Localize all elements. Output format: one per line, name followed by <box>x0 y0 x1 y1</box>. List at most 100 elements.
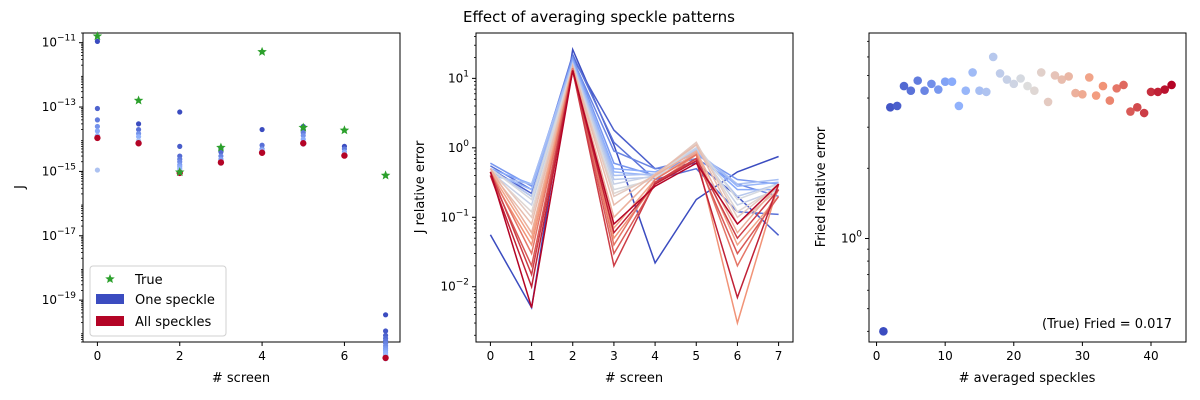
relative-error-line <box>490 60 779 185</box>
speckle-estimate-point <box>94 123 101 130</box>
fried-error-point <box>899 81 909 91</box>
fried-error-point <box>1050 71 1060 80</box>
fried-error-point <box>934 85 943 94</box>
fried-error-point <box>940 77 950 86</box>
x-tick-label: 0 <box>873 349 881 363</box>
fried-error-point <box>1105 96 1115 105</box>
all-speckles-point <box>94 134 101 142</box>
j-values-y-ticks: 10−11 10−13 10−15 10−17 10−19 <box>42 32 83 343</box>
y-tick-label: 100 <box>841 229 862 245</box>
x-tick-label: 40 <box>1143 349 1158 363</box>
speckle-estimate-point <box>259 142 265 148</box>
speckle-estimate-point <box>135 126 142 133</box>
relative-error-line <box>490 55 779 188</box>
fried-error-point <box>954 101 964 111</box>
j-relative-error-plot-area <box>475 32 794 343</box>
fried-error-point <box>947 77 957 86</box>
speckle-estimate-point <box>259 126 265 133</box>
all-speckles-point <box>217 159 225 166</box>
j-relative-error-x-ticks: 0 1 2 3 4 5 6 7 <box>487 342 782 363</box>
all-speckles-point <box>135 140 142 147</box>
j-relative-error-x-axis-label: # screen <box>605 371 663 386</box>
legend-patch-all-speckles <box>96 316 124 326</box>
true-value-star <box>92 31 103 41</box>
y-tick-label: 10−19 <box>42 291 77 307</box>
j-values-marks <box>92 31 391 362</box>
all-speckles-point <box>258 149 266 156</box>
relative-error-line <box>489 63 780 219</box>
j-values-y-axis-label: J <box>13 185 28 190</box>
true-value-star <box>257 46 267 56</box>
fried-error-point <box>1084 73 1094 82</box>
fried-error-point <box>982 87 991 97</box>
relative-error-line <box>489 61 779 198</box>
fried-error-point <box>920 86 929 96</box>
speckle-estimate-point <box>382 312 389 318</box>
x-tick-label: 0 <box>487 349 495 363</box>
fried-error-point <box>975 86 984 96</box>
fried-error-point <box>1098 81 1108 91</box>
relative-error-line <box>489 68 780 268</box>
fried-error-point <box>1160 85 1170 94</box>
legend-entry-all-speckles: All speckles <box>96 315 212 330</box>
relative-error-line <box>489 65 780 235</box>
true-value-star <box>380 170 391 180</box>
all-speckles-point <box>382 354 389 362</box>
fried-error-point <box>885 103 895 112</box>
j-relative-error-y-ticks: 101 100 10−1 10−2 <box>440 36 476 336</box>
x-tick-label: 3 <box>610 349 618 363</box>
all-speckles-point <box>341 152 348 159</box>
legend-patch-one-speckle <box>96 294 124 304</box>
speckle-estimate-point <box>94 128 101 134</box>
relative-error-line <box>489 63 780 226</box>
speckle-estimate-point <box>300 132 306 139</box>
relative-error-line <box>489 70 780 300</box>
legend-label-all-speckles: All speckles <box>135 315 212 330</box>
x-tick-label: 2 <box>569 349 577 363</box>
x-tick-label: 6 <box>341 349 349 363</box>
speckle-estimate-point <box>135 134 142 140</box>
figure-title: Effect of averaging speckle patterns <box>463 8 735 26</box>
fried-error-point <box>1071 88 1080 98</box>
fried-error-point <box>995 69 1005 78</box>
j-relative-error-panel: 0 1 2 3 4 5 6 7 101 100 10−1 10−2 # screen J relat… <box>413 32 794 386</box>
speckle-estimate-point <box>94 117 101 123</box>
fried-error-marks <box>879 52 1176 336</box>
fried-error-point <box>988 52 998 62</box>
true-value-star <box>133 95 144 105</box>
j-values-legend: True One speckle All speckles <box>89 265 227 337</box>
fried-error-point <box>1139 108 1149 118</box>
fried-error-point <box>1112 84 1121 93</box>
fried-error-x-axis-label: # averaged speckles <box>959 371 1096 386</box>
j-relative-error-y-axis-label: J relative error <box>413 140 428 234</box>
true-value-star <box>174 167 185 177</box>
j-values-plot-area <box>82 32 401 343</box>
speckle-estimate-point <box>135 121 142 127</box>
j-values-x-axis-label: # screen <box>212 371 270 386</box>
fried-error-point <box>1167 80 1176 90</box>
fried-error-point <box>1126 107 1135 116</box>
relative-error-line <box>489 70 780 278</box>
fried-error-point <box>879 327 888 336</box>
relative-error-line <box>489 70 780 269</box>
y-tick-label: 10−17 <box>42 227 76 243</box>
all-speckles-point <box>300 140 307 147</box>
y-tick-label: 100 <box>448 139 469 155</box>
legend-entry-true: True <box>105 273 163 288</box>
relative-error-line <box>489 70 780 308</box>
fried-error-point <box>1030 86 1039 96</box>
fried-error-x-ticks: 0 10 20 30 40 <box>873 342 1159 363</box>
fried-error-plot-area <box>868 32 1187 343</box>
y-tick-label: 10−11 <box>42 34 76 50</box>
fried-error-point <box>961 86 971 96</box>
speckle-estimate-point <box>94 167 101 173</box>
x-tick-label: 4 <box>651 349 659 363</box>
true-value-star <box>298 122 309 132</box>
x-tick-label: 5 <box>692 349 700 363</box>
fried-error-point <box>1132 103 1142 112</box>
y-tick-label: 10−15 <box>42 162 76 178</box>
true-value-star <box>339 125 350 135</box>
fried-error-point <box>1036 68 1046 77</box>
fried-error-point <box>1091 91 1101 100</box>
